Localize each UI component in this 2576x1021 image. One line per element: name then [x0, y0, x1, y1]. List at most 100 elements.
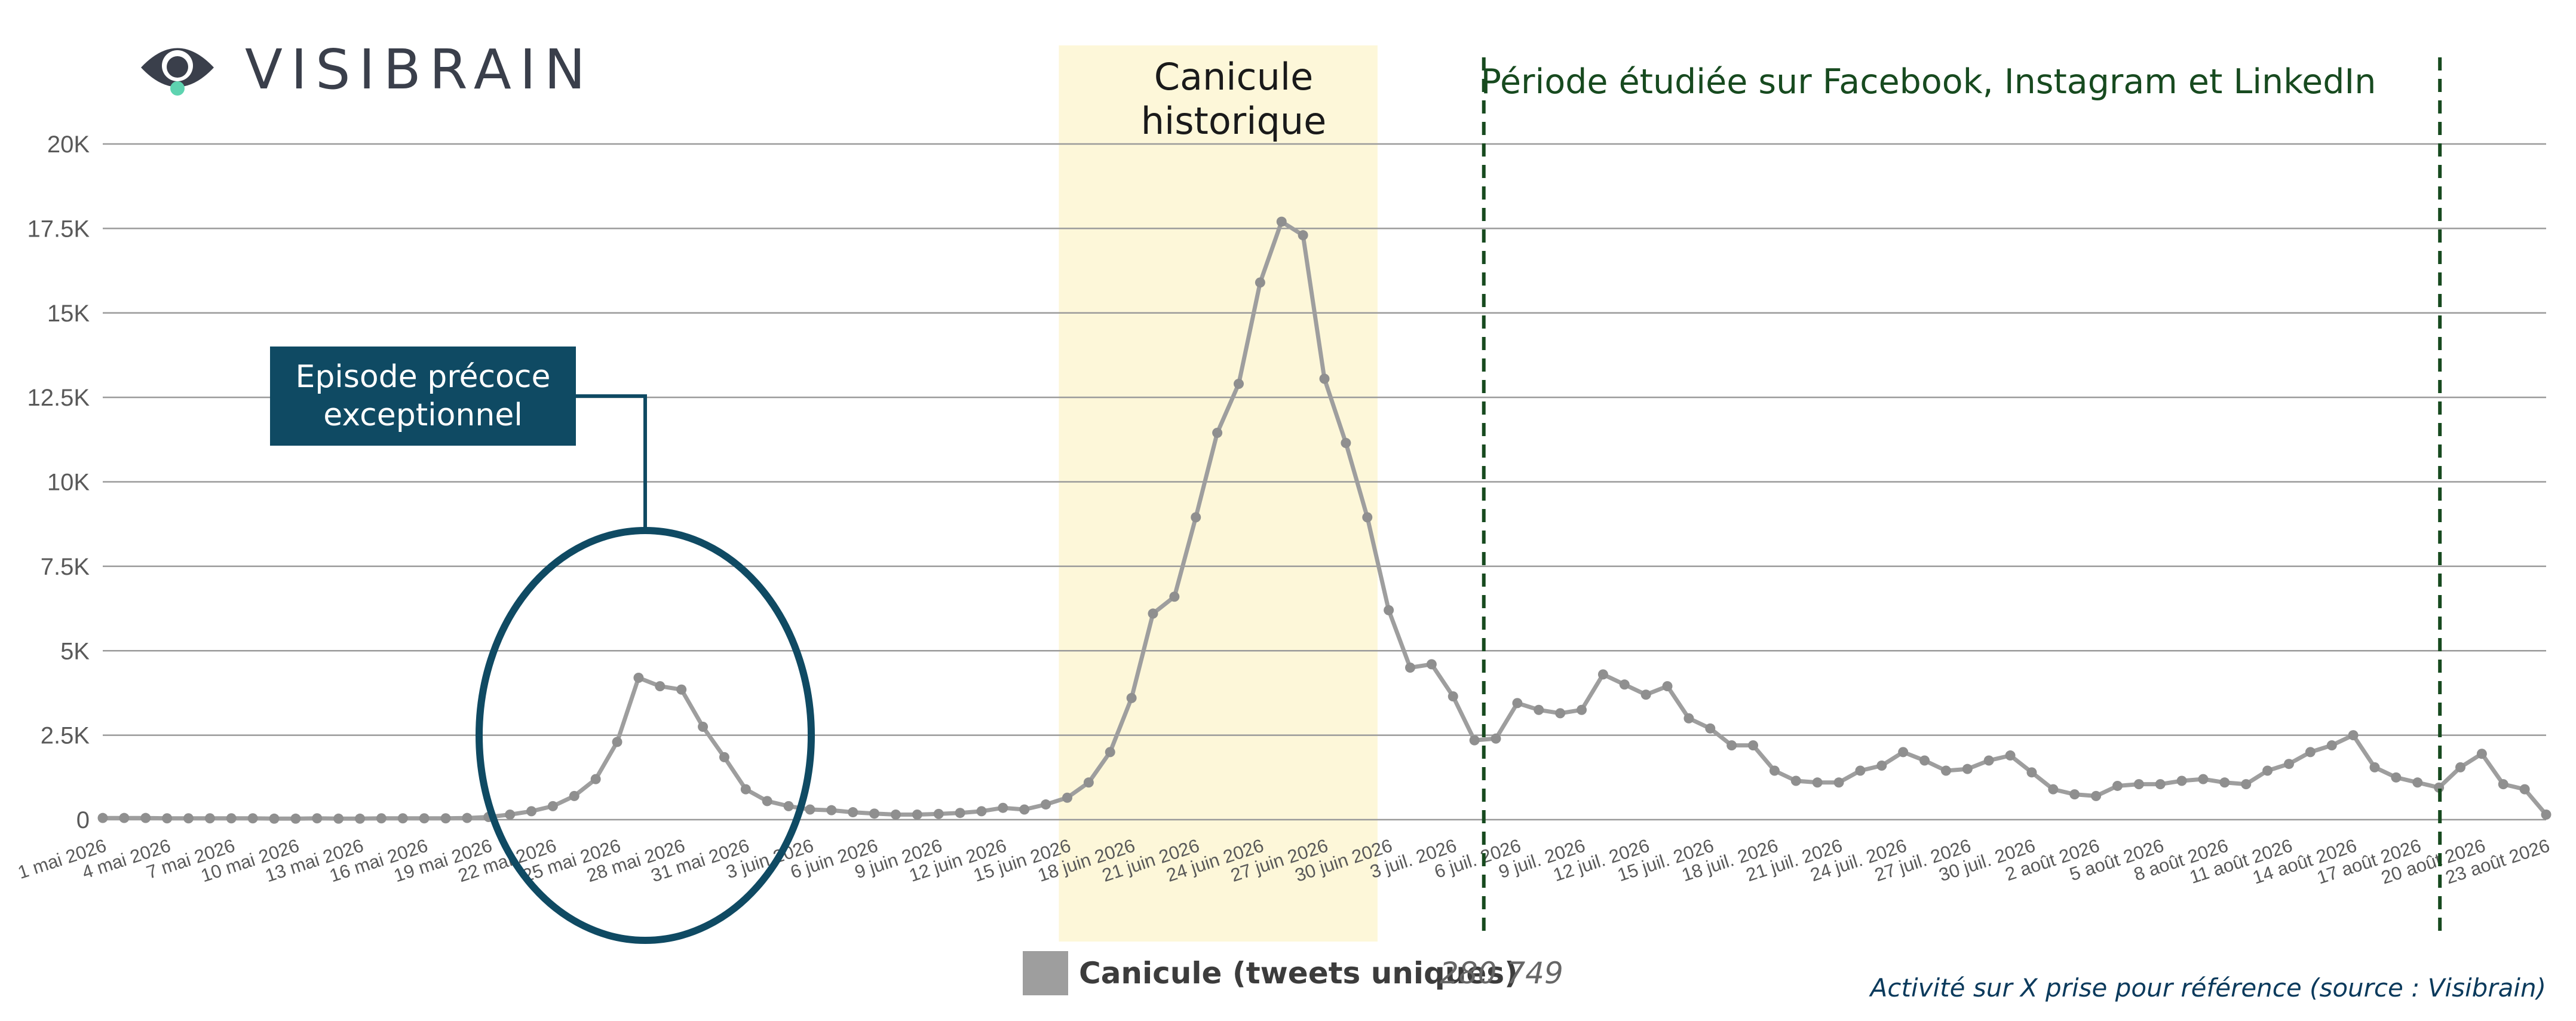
data-point: [1083, 777, 1094, 788]
data-point: [312, 813, 323, 824]
data-point: [2476, 749, 2487, 759]
source-note: Activité sur X prise pour référence (sou…: [1869, 973, 2546, 1002]
heat-wave-label-line-1: Canicule: [1154, 55, 1314, 99]
data-point: [1384, 605, 1394, 615]
brand-name: VISIBRAIN: [245, 38, 594, 102]
y-tick-label: 2.5K: [41, 723, 90, 749]
early-episode-callout: Episode précoce exceptionnel: [270, 347, 815, 944]
series-canicule: [97, 216, 2552, 824]
data-point: [2241, 779, 2252, 790]
data-point: [1019, 804, 1030, 815]
eye-icon: [141, 48, 214, 96]
data-point: [505, 810, 516, 820]
data-point: [1148, 608, 1158, 619]
data-point: [1555, 708, 1566, 719]
data-point: [1298, 230, 1308, 241]
data-point: [2005, 750, 2016, 761]
episode-circle: [476, 527, 815, 944]
data-point: [848, 807, 858, 818]
data-point: [1769, 765, 1780, 776]
y-tick-label: 20K: [47, 131, 90, 158]
data-point: [1983, 755, 1994, 766]
y-tick-label: 10K: [47, 470, 90, 496]
data-point: [1962, 764, 1973, 774]
data-point: [1683, 713, 1694, 723]
data-point: [1748, 740, 1759, 751]
data-point: [547, 801, 558, 811]
data-point: [590, 774, 601, 784]
data-point: [1812, 777, 1823, 788]
data-point: [1491, 733, 1501, 744]
y-tick-label: 7.5K: [41, 554, 90, 580]
data-point: [2091, 790, 2102, 801]
data-point: [2155, 779, 2166, 790]
data-point: [1512, 698, 1523, 709]
data-point: [2026, 767, 2037, 778]
data-point: [2348, 730, 2359, 741]
y-axis-ticks: 0 2.5K 5K 7.5K 10K 12.5K 15K 17.5K 20K: [27, 131, 90, 833]
data-point: [1619, 679, 1630, 690]
study-period-label: Période étudiée sur Facebook, Instagram …: [1481, 62, 2376, 102]
y-tick-label: 12.5K: [27, 385, 90, 411]
data-point: [1919, 755, 1930, 766]
data-point: [440, 813, 451, 824]
data-point: [1876, 761, 1887, 771]
data-point: [2519, 784, 2530, 795]
data-point: [226, 813, 237, 824]
data-point: [1276, 216, 1287, 227]
data-point: [1105, 747, 1115, 758]
y-tick-label: 5K: [60, 638, 90, 664]
legend-swatch: [1023, 951, 1068, 995]
data-point: [1640, 689, 1651, 700]
data-point: [698, 721, 709, 732]
data-point: [1662, 681, 1673, 692]
data-point: [612, 737, 622, 747]
data-point: [1041, 799, 1051, 810]
data-point: [1405, 663, 1416, 673]
data-point: [397, 813, 408, 824]
data-point: [1191, 512, 1201, 523]
data-point: [826, 805, 837, 815]
data-point: [2412, 777, 2423, 788]
y-tick-label: 17.5K: [27, 216, 90, 242]
data-point: [955, 808, 965, 818]
data-point: [162, 813, 173, 824]
data-point: [890, 810, 901, 820]
data-point: [976, 806, 987, 817]
data-point: [119, 812, 130, 823]
data-point: [204, 813, 215, 824]
y-tick-label: 0: [76, 807, 90, 833]
visibrain-logo: VISIBRAIN: [141, 38, 594, 102]
data-point: [2541, 810, 2552, 820]
data-point: [805, 804, 815, 815]
data-point: [97, 812, 108, 823]
data-point: [2176, 775, 2187, 786]
data-point: [1126, 692, 1137, 703]
data-point: [1726, 740, 1737, 751]
data-point: [655, 681, 666, 692]
data-point: [2069, 789, 2080, 800]
data-point: [2305, 747, 2316, 758]
data-point: [2326, 740, 2337, 751]
data-point: [740, 784, 751, 795]
episode-label-line-1: Episode précoce: [296, 359, 551, 395]
data-point: [333, 813, 344, 824]
data-point: [1577, 704, 1587, 715]
data-point: [2262, 765, 2273, 776]
data-point: [1790, 775, 1801, 786]
data-point: [1362, 512, 1373, 523]
episode-box: [270, 347, 576, 446]
data-point: [1534, 704, 1544, 715]
data-point: [2283, 759, 2294, 769]
data-point: [1833, 777, 1844, 788]
data-point: [762, 796, 772, 807]
data-point: [2133, 779, 2144, 790]
heat-wave-label-line-2: historique: [1141, 99, 1327, 143]
episode-connector: [576, 394, 647, 531]
data-point: [290, 813, 301, 824]
data-point: [1233, 379, 1244, 390]
data-point: [869, 808, 880, 819]
episode-label-line-2: exceptionnel: [323, 397, 523, 433]
data-point: [140, 812, 151, 823]
